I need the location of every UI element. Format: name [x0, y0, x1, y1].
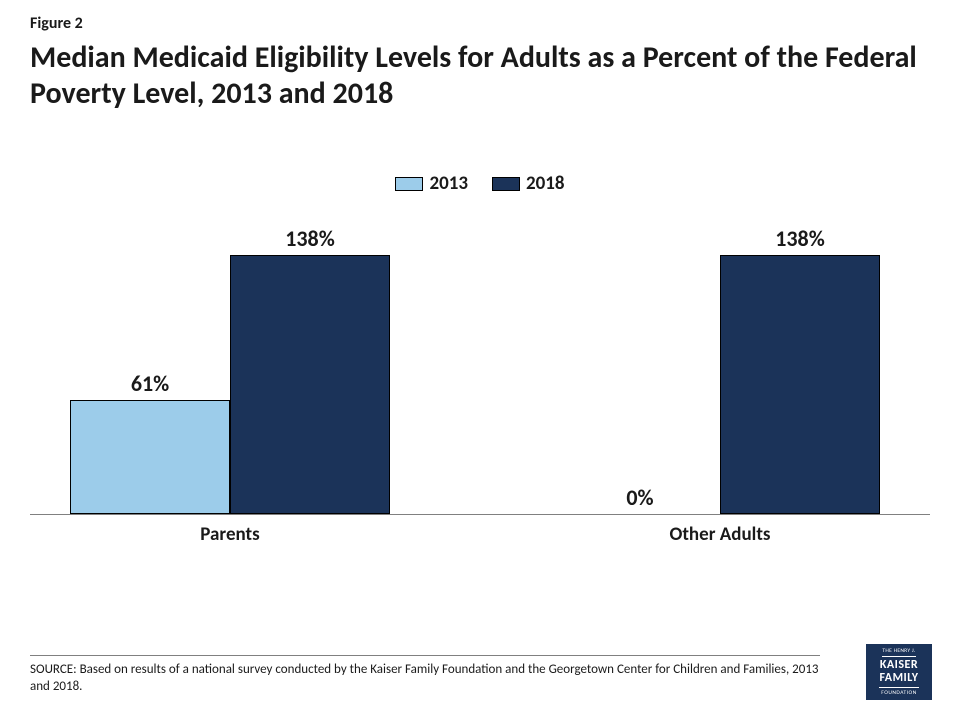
legend-label-2018: 2018 — [526, 172, 565, 195]
logo-line1: THE HENRY J. — [882, 648, 915, 657]
legend-swatch-2013 — [395, 177, 423, 191]
bar — [230, 255, 390, 514]
legend-swatch-2018 — [492, 177, 520, 191]
legend-item-2018: 2018 — [492, 172, 565, 195]
bar-value-label: 138% — [285, 225, 335, 252]
plot: 61%138%0%138% — [30, 215, 930, 515]
bar-value-label: 138% — [775, 225, 825, 252]
bar-value-label: 61% — [131, 370, 169, 397]
bar — [720, 255, 880, 514]
legend-item-2013: 2013 — [395, 172, 468, 195]
bar-value-label: 0% — [626, 484, 653, 511]
kff-logo: THE HENRY J. KAISER FAMILY FOUNDATION — [866, 644, 932, 700]
bar — [70, 400, 230, 514]
category-label: Other Adults — [560, 523, 880, 546]
category-labels: Parents Other Adults — [30, 515, 930, 555]
chart-area: 61%138%0%138% ParentsOther Adults — [30, 215, 930, 555]
legend: 2013 2018 — [0, 172, 960, 195]
legend-label-2013: 2013 — [429, 172, 468, 195]
chart-title: Median Medicaid Eligibility Levels for A… — [30, 40, 930, 112]
logo-line4: FOUNDATION — [881, 690, 917, 696]
logo-line3: FAMILY — [879, 672, 918, 688]
bar-wrap: 61% — [70, 400, 230, 514]
figure-label: Figure 2 — [30, 14, 83, 33]
bar-wrap: 138% — [230, 255, 390, 514]
source-note: SOURCE: Based on results of a national s… — [30, 655, 820, 696]
bar-wrap: 138% — [720, 255, 880, 514]
category-label: Parents — [70, 523, 390, 546]
bar-group: 0% 138% — [560, 255, 880, 514]
bar-group: 61%138% — [70, 255, 390, 514]
